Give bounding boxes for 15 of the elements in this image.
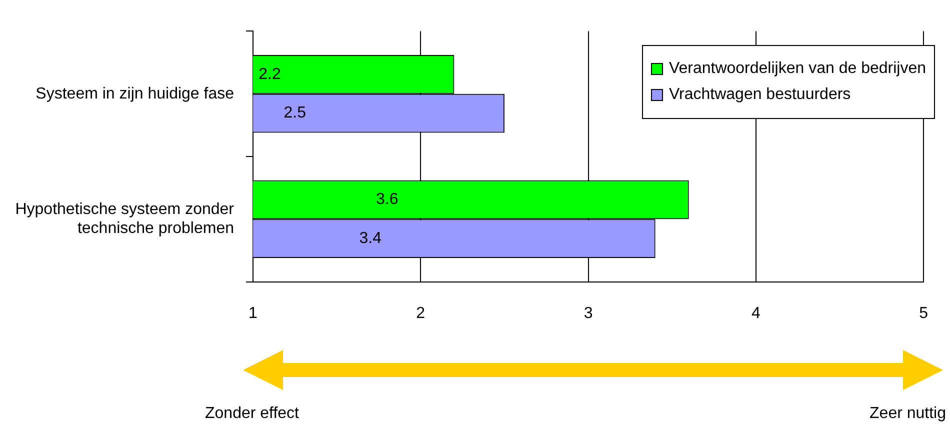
- y-tick-label: Hypothetische systeem zonder technische problemen: [15, 200, 235, 238]
- x-tick-label: 1: [248, 304, 258, 322]
- x-tick-label: 5: [919, 304, 928, 322]
- data-label: 3.4: [359, 230, 382, 247]
- legend-label: Vrachtwagen bestuurders: [668, 86, 851, 104]
- x-tick-label: 2: [416, 304, 426, 322]
- data-label: 2.5: [284, 104, 306, 122]
- x-tick-label: 3: [584, 304, 593, 322]
- text: Zonder effect: [205, 405, 299, 423]
- data-label: 3.6: [376, 191, 398, 208]
- legend-label: Verantwoordelijken van de bedrijven: [668, 60, 926, 78]
- x-tick-label: 4: [751, 304, 760, 322]
- text: Zeer nuttig: [870, 405, 946, 423]
- data-label: 2.2: [258, 66, 281, 83]
- y-tick-label: Systeem in zijn huidige fase: [36, 85, 234, 102]
